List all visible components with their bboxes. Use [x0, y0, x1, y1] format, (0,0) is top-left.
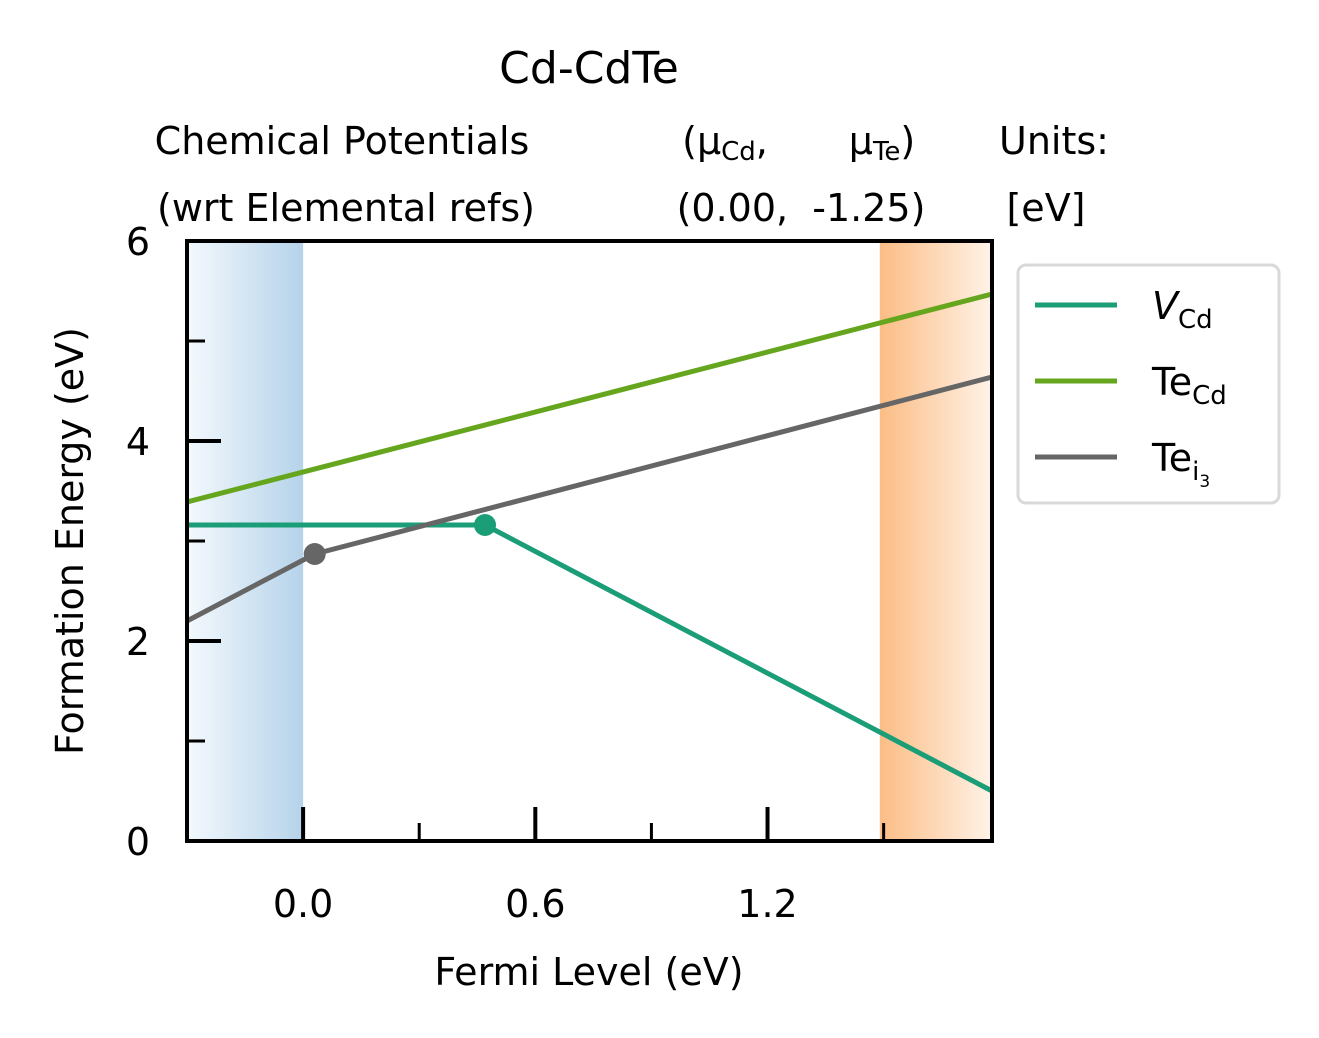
mu-te-suffix: )	[900, 119, 915, 163]
x-tick-label: 1.2	[737, 882, 797, 926]
mu-cd-subscript: Cd	[721, 137, 756, 167]
chem-pot-values: (0.00, -1.25)	[677, 186, 926, 230]
series-line-1	[187, 291, 992, 505]
mu-cd-symbol: μ	[697, 119, 721, 163]
legend-label-main: Te	[1151, 360, 1192, 404]
y-axis-label: Formation Energy (eV)	[48, 327, 92, 755]
transition-point-0-0	[474, 514, 497, 536]
legend-box	[1016, 263, 1281, 505]
mu-cd-open: (	[682, 119, 697, 163]
tick-labels: 0.0 0.6 1.2 0 2 4 6	[126, 220, 798, 926]
chem-pot-label-line1: Chemical Potentials	[155, 119, 530, 163]
mu-cd-header: (μCd,	[682, 119, 768, 167]
legend-label-sub: i	[1192, 457, 1199, 487]
x-axis-label: Fermi Level (eV)	[434, 950, 743, 994]
mu-te-symbol: μ	[849, 119, 873, 163]
legend-label-1: TeCd	[1151, 360, 1227, 411]
y-tick-label: 2	[126, 620, 150, 664]
chart-title: Cd-CdTe	[499, 43, 679, 94]
x-tick-label: 0.6	[505, 882, 565, 926]
legend-label-main: V	[1152, 284, 1181, 328]
legend-label-2: Tei3	[1151, 436, 1210, 492]
legend-label-sub: Cd	[1178, 305, 1213, 335]
series-line-2	[187, 374, 992, 624]
chem-pot-label-line2: (wrt Elemental refs)	[157, 186, 535, 230]
y-tick-label: 4	[126, 420, 150, 464]
mu-te-subscript: Te	[872, 137, 900, 167]
series-group	[187, 291, 992, 794]
y-tick-label: 0	[126, 820, 150, 864]
legend-label-0: VCd	[1152, 284, 1213, 335]
legend-label-main: Te	[1151, 436, 1192, 480]
conduction-band-shading	[879, 241, 992, 841]
legend-label-sub: Cd	[1192, 381, 1227, 411]
x-tick-label: 0.0	[273, 882, 333, 926]
valence-band-shading	[187, 241, 304, 841]
transition-markers	[303, 514, 497, 565]
units-label-line2: [eV]	[1006, 186, 1085, 230]
mu-cd-suffix: ,	[756, 119, 768, 163]
series-line-0	[187, 522, 992, 794]
mu-te-header: μTe)	[849, 119, 915, 167]
units-label-line1: Units:	[999, 119, 1109, 163]
transition-point-2-0	[303, 543, 326, 565]
y-tick-label: 6	[126, 220, 150, 264]
legend-label-subsub: 3	[1199, 472, 1210, 492]
plot-frame	[185, 239, 994, 843]
